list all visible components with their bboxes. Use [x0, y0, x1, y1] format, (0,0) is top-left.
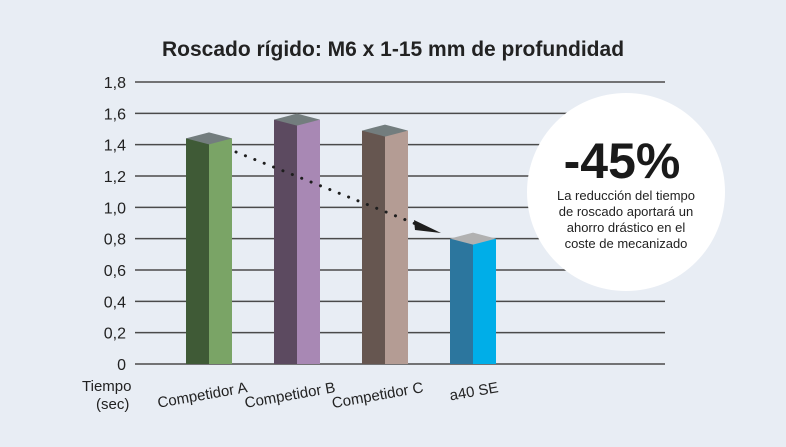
y-tick-label: 0,4: [104, 294, 126, 311]
y-tick-label: 0,8: [104, 232, 126, 249]
y-tick-label: 0: [117, 357, 126, 374]
y-tick-label: 1,2: [104, 169, 126, 186]
bar-face-right: [209, 138, 232, 364]
bar: [450, 232, 496, 364]
y-tick-label: 1,4: [104, 138, 126, 155]
y-tick-label: 1,0: [104, 200, 126, 217]
bar-top: [450, 232, 496, 245]
y-tick-label: 0,6: [104, 263, 126, 280]
y-tick-label: 0,2: [104, 326, 126, 343]
callout-line: de roscado aportará un: [559, 204, 693, 219]
bar-face-right: [385, 130, 408, 364]
y-tick-label: 1,8: [104, 75, 126, 92]
bar-face-left: [450, 238, 473, 364]
y-axis-label-line1: Tiempo: [82, 378, 131, 395]
bar-top: [362, 124, 408, 137]
callout-line: La reducción del tiempo: [557, 188, 695, 203]
bar: [274, 113, 320, 364]
bar-face-left: [274, 119, 297, 364]
x-tick-label: Competidor B: [243, 379, 336, 412]
y-axis-label-line2: (sec): [96, 396, 129, 413]
callout-percent: -45%: [564, 133, 681, 189]
bar-top: [274, 113, 320, 126]
bar: [362, 124, 408, 364]
y-tick-label: 1,6: [104, 106, 126, 123]
bar-face-left: [362, 130, 385, 364]
x-tick-label: Competidor C: [331, 379, 425, 412]
callout-line: coste de mecanizado: [565, 236, 688, 251]
callout-circle: -45% La reducción del tiempo de roscado …: [527, 93, 725, 291]
x-tick-label: Competidor A: [156, 379, 248, 412]
bar-face-right: [473, 238, 496, 364]
trend-arrow-head: [414, 220, 441, 233]
bar-face-left: [186, 138, 209, 364]
bar-top: [186, 132, 232, 145]
bar-face-right: [297, 119, 320, 364]
callout-line: ahorro drástico en el: [567, 220, 686, 235]
x-tick-label: a40 SE: [448, 379, 499, 404]
chart-title: Roscado rígido: M6 x 1-15 mm de profundi…: [162, 38, 624, 61]
bar: [186, 132, 232, 364]
trend-arrow-line: [234, 150, 418, 226]
